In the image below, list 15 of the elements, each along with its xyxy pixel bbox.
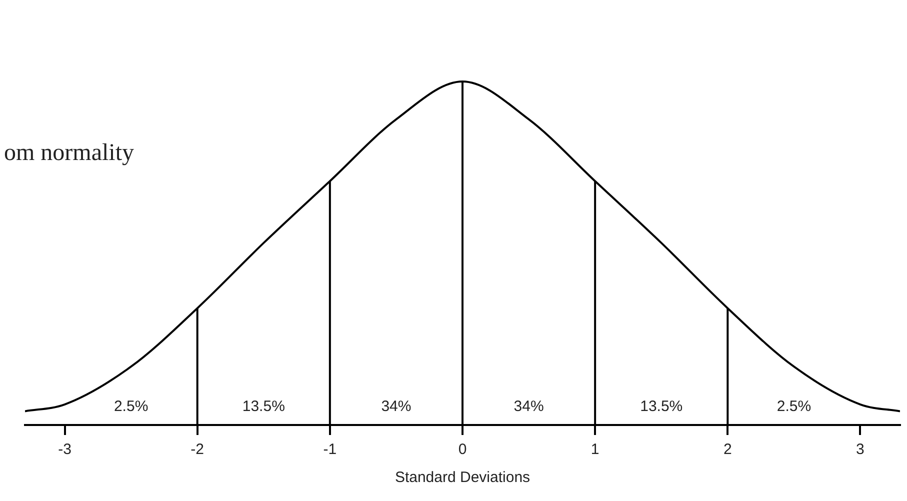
annotation: om normality [4,140,134,167]
x-tick-label: -1 [323,441,337,458]
x-tick-label: -2 [190,441,204,458]
annotation: 34% [381,398,412,416]
x-tick-label: 3 [856,441,864,458]
x-axis-title: Standard Deviations [394,469,530,486]
annotation: 13.5% [242,398,285,416]
x-tick-label: 0 [458,441,467,458]
annotation: 34% [514,398,544,416]
annotation: 2.5% [776,398,812,416]
x-tick-label: 1 [590,441,600,458]
annotation: 2.5% [114,398,148,416]
x-tick-label: 2 [723,441,732,458]
annotation: 13.5% [640,398,683,416]
x-tick-label: -3 [58,441,72,458]
